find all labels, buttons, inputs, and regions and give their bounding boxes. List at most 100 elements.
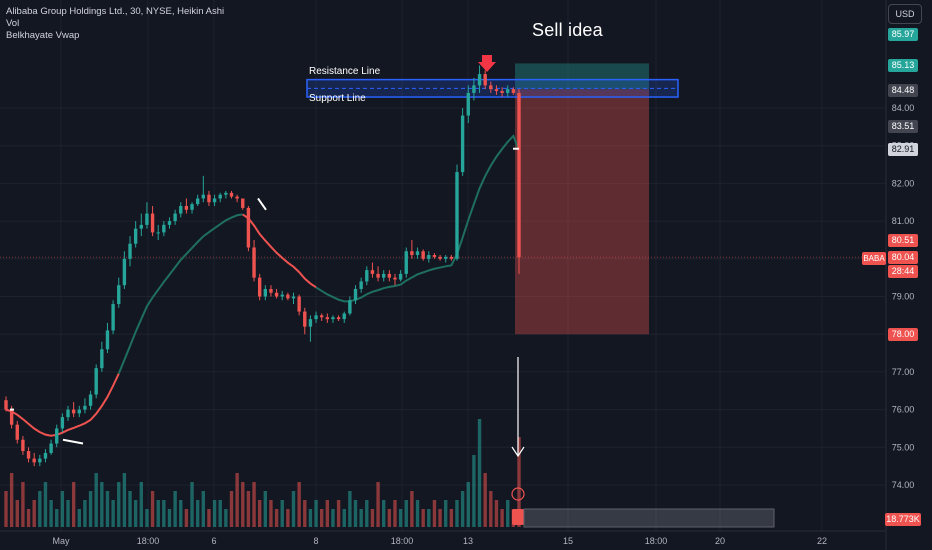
candle bbox=[432, 253, 437, 259]
candle-body bbox=[421, 251, 425, 259]
time-tick-label: 6 bbox=[211, 536, 216, 546]
candle bbox=[297, 294, 301, 316]
vwap-line bbox=[5, 134, 520, 437]
candle-body bbox=[66, 409, 70, 418]
volume-bar bbox=[133, 500, 138, 527]
volume-bar bbox=[455, 500, 459, 527]
short-position-zone[interactable] bbox=[0, 63, 885, 335]
volume-bar bbox=[156, 500, 160, 527]
candle-body bbox=[274, 292, 279, 297]
candle bbox=[43, 449, 48, 463]
candle bbox=[32, 452, 36, 467]
candle bbox=[145, 202, 149, 229]
price-tick-label: 75.00 bbox=[892, 442, 915, 452]
volume-bar bbox=[314, 500, 318, 527]
candle-body bbox=[83, 405, 87, 410]
candle-body bbox=[336, 317, 341, 320]
candle-body bbox=[427, 255, 431, 259]
volume-bar bbox=[308, 509, 313, 527]
volume-bar bbox=[500, 509, 504, 527]
time-tick-label: 15 bbox=[563, 536, 573, 546]
candle-body bbox=[111, 304, 115, 331]
candle bbox=[404, 247, 408, 278]
lightning-icon bbox=[511, 487, 525, 501]
candle-body bbox=[483, 74, 487, 86]
candle-body bbox=[156, 232, 160, 234]
annotations bbox=[10, 55, 775, 528]
candle bbox=[4, 396, 8, 412]
candle-body bbox=[506, 89, 510, 93]
volume-bar bbox=[286, 509, 290, 527]
volume-bar bbox=[83, 500, 87, 527]
candle bbox=[71, 402, 76, 418]
volume-bar bbox=[393, 500, 397, 527]
volume-bar bbox=[331, 509, 335, 527]
candle-body bbox=[438, 256, 442, 259]
candle bbox=[314, 311, 318, 323]
candle-body bbox=[212, 198, 217, 203]
volume-bar bbox=[263, 491, 268, 527]
volume-bar bbox=[342, 509, 346, 527]
symbol-title[interactable]: Alibaba Group Holdings Ltd., 30, NYSE, H… bbox=[6, 6, 225, 17]
candle bbox=[252, 239, 256, 282]
candle-body bbox=[9, 409, 14, 425]
candle bbox=[38, 454, 42, 467]
volume-bar bbox=[66, 500, 70, 527]
candle-body bbox=[286, 294, 290, 299]
volume-bar bbox=[179, 500, 183, 527]
candle-body bbox=[229, 192, 234, 197]
time-tick-label: 8 bbox=[313, 536, 318, 546]
candle bbox=[331, 315, 335, 323]
volume-bar bbox=[173, 491, 177, 527]
candle-body bbox=[150, 213, 155, 233]
candle-body bbox=[224, 192, 228, 195]
candle-body bbox=[444, 256, 448, 259]
volume-bar bbox=[269, 500, 273, 527]
candle-body bbox=[342, 313, 346, 320]
volume-bar bbox=[38, 491, 42, 527]
candle bbox=[21, 435, 25, 455]
candle bbox=[370, 262, 375, 278]
candle-body bbox=[314, 315, 318, 320]
volume-bar bbox=[167, 509, 172, 527]
time-tick-label: 18:00 bbox=[645, 536, 668, 546]
price-tag: 80.51 bbox=[888, 233, 918, 247]
indicator-legend[interactable]: Belkhayate Vwap bbox=[6, 30, 80, 41]
price-tick-label: 77.00 bbox=[892, 367, 915, 377]
candle bbox=[246, 206, 251, 252]
volume-bar bbox=[71, 482, 76, 527]
volume-bar bbox=[336, 500, 341, 527]
volume-bar bbox=[382, 500, 386, 527]
currency-button[interactable]: USD bbox=[888, 4, 922, 24]
candle bbox=[387, 270, 392, 282]
candle-body bbox=[100, 349, 104, 369]
candle-body bbox=[235, 196, 239, 199]
price-tick-label: 82.00 bbox=[892, 178, 915, 188]
candle bbox=[506, 85, 510, 97]
volume-bar bbox=[353, 500, 358, 527]
price-tag: 82.91 bbox=[888, 143, 918, 157]
candle bbox=[438, 255, 442, 261]
volume-bar bbox=[376, 482, 380, 527]
volume-bar bbox=[489, 491, 493, 527]
candle-body bbox=[365, 270, 369, 282]
vol-legend[interactable]: Vol bbox=[6, 18, 20, 29]
time-axis[interactable]: May 18:00 6 8 18:00 13 15 18:00 20 22 bbox=[0, 530, 885, 546]
candle bbox=[280, 290, 284, 301]
candle-body bbox=[71, 409, 76, 414]
volume-bar bbox=[117, 482, 121, 527]
vwap-segment bbox=[315, 134, 520, 303]
candle bbox=[398, 270, 403, 282]
candle-body bbox=[359, 281, 363, 289]
volume-bar bbox=[280, 500, 284, 527]
volume-bar bbox=[359, 509, 363, 527]
volume-bar bbox=[139, 482, 143, 527]
candle-body bbox=[263, 288, 268, 297]
candle bbox=[325, 313, 330, 323]
vwap-segment bbox=[242, 213, 317, 289]
volume-bar bbox=[9, 473, 14, 527]
volume-bar bbox=[274, 509, 279, 527]
price-tag: 80.04 bbox=[888, 251, 918, 265]
time-tick-label: 22 bbox=[817, 536, 827, 546]
